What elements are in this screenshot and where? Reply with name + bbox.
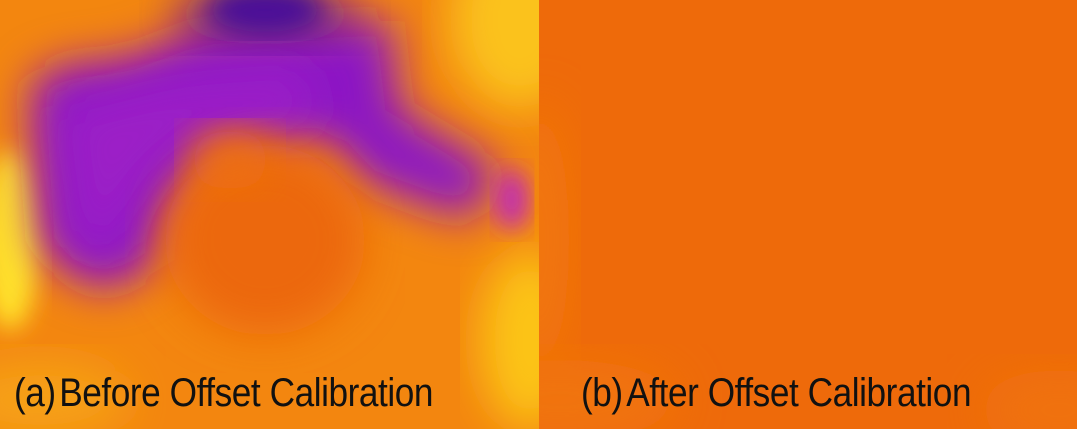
- panel-after-calibration: (b) After Offset Calibration: [539, 0, 1077, 429]
- caption-after: (b) After Offset Calibration: [581, 371, 972, 415]
- panel-tag-b: (b): [581, 371, 623, 415]
- panel-tag-a: (a): [14, 371, 56, 415]
- thermal-image-after: [539, 0, 1077, 429]
- caption-text-after: After Offset Calibration: [626, 371, 972, 415]
- thermal-image-before: [0, 0, 539, 429]
- panel-before-calibration: (a) Before Offset Calibration: [0, 0, 539, 429]
- caption-before: (a) Before Offset Calibration: [14, 373, 433, 413]
- caption-text-before: Before Offset Calibration: [59, 371, 434, 415]
